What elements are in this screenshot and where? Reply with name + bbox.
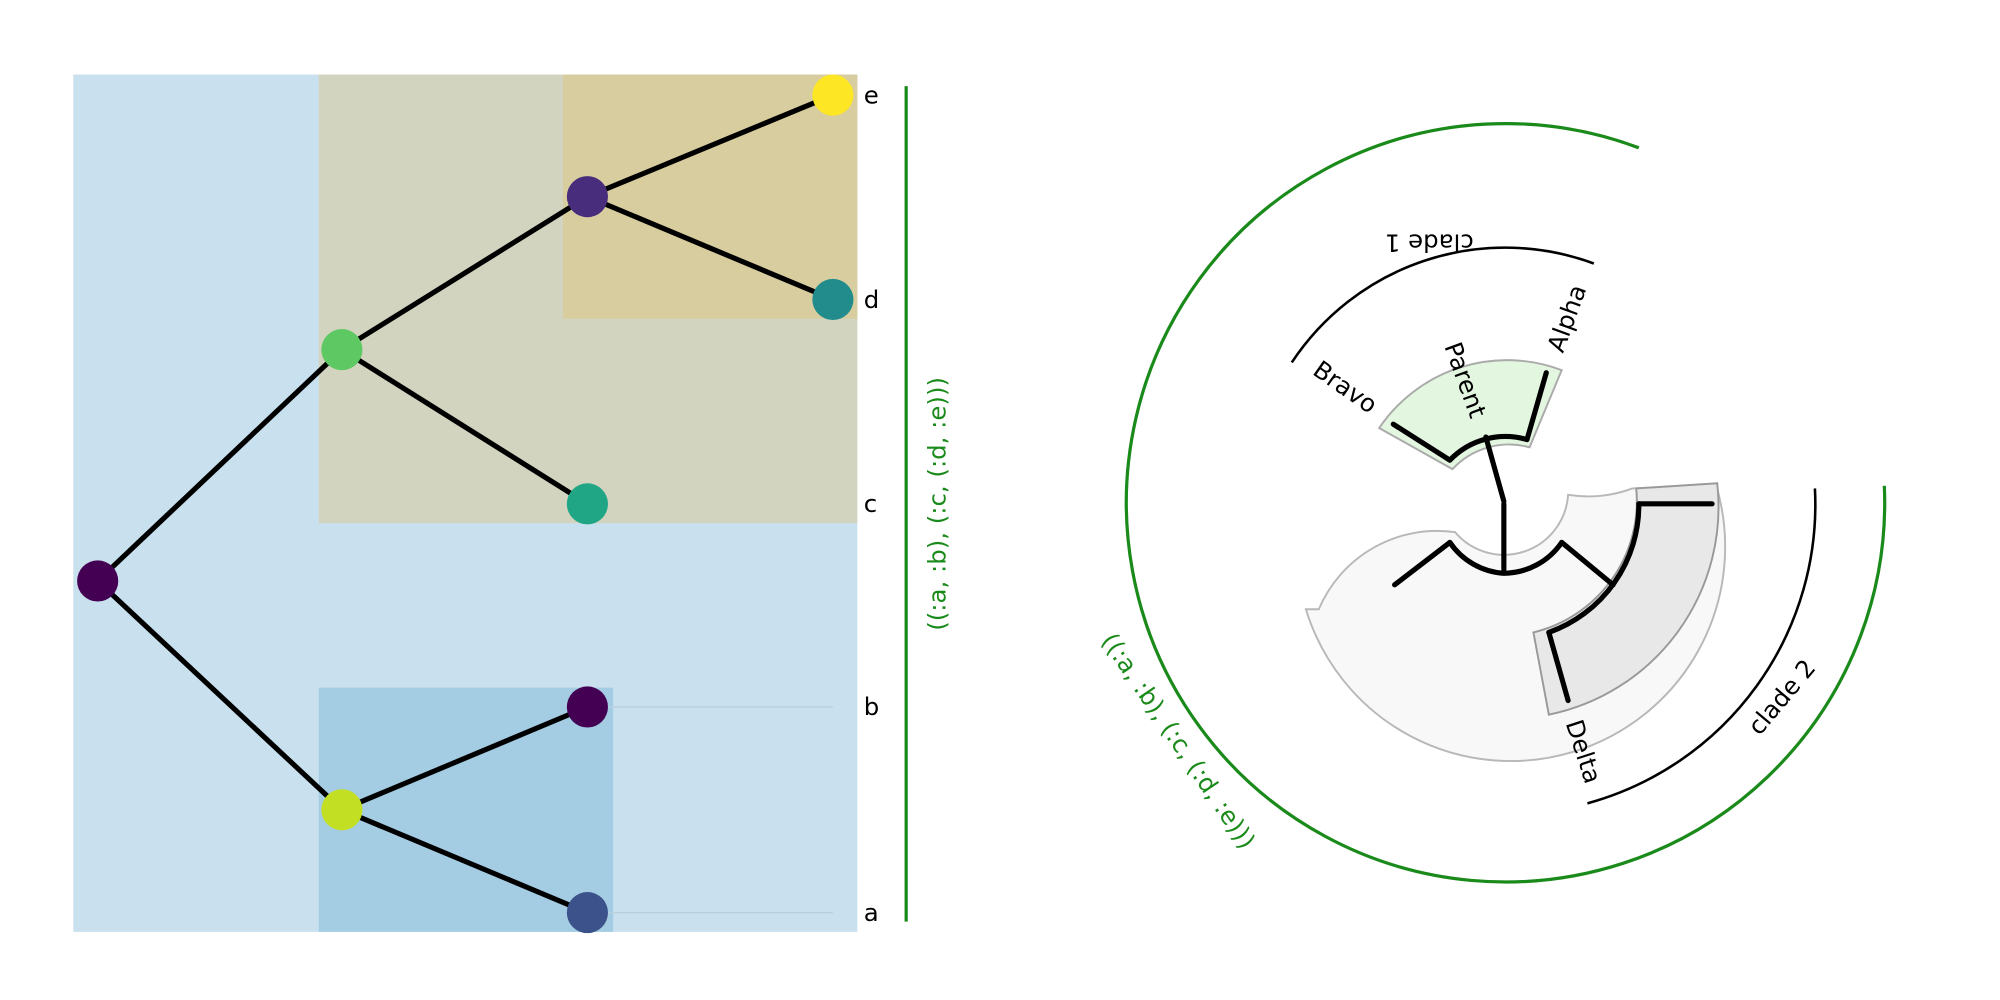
clade-label: ((:a, :b), (:c, (:d, :e)))	[1096, 628, 1262, 855]
leaf-label: a	[864, 898, 879, 927]
node	[812, 278, 854, 321]
node-label: Alpha	[1541, 281, 1592, 356]
clade-shade	[1532, 482, 1720, 716]
clade-arc	[1124, 122, 1887, 884]
node	[321, 789, 363, 831]
leaf-label: c	[864, 489, 877, 518]
arc-label: clade 1	[1385, 229, 1474, 258]
branches	[1390, 370, 1715, 704]
node	[566, 176, 608, 218]
clade-arc	[1587, 488, 1817, 805]
clade-shade	[562, 74, 858, 319]
leaf-label: d	[864, 285, 880, 314]
clade-label: ((:a, :b), (:c, (:d, :e)))	[922, 377, 951, 631]
node	[812, 74, 854, 116]
clade-shade	[318, 687, 614, 932]
node	[566, 686, 608, 728]
node-label: Bravo	[1308, 355, 1383, 420]
nodes	[77, 74, 854, 934]
node	[321, 329, 363, 371]
leaf-label: e	[864, 80, 879, 109]
node	[566, 892, 608, 934]
node	[566, 483, 608, 525]
node	[77, 560, 119, 602]
leaf-label: b	[864, 692, 880, 721]
clade-arc	[1290, 246, 1595, 364]
